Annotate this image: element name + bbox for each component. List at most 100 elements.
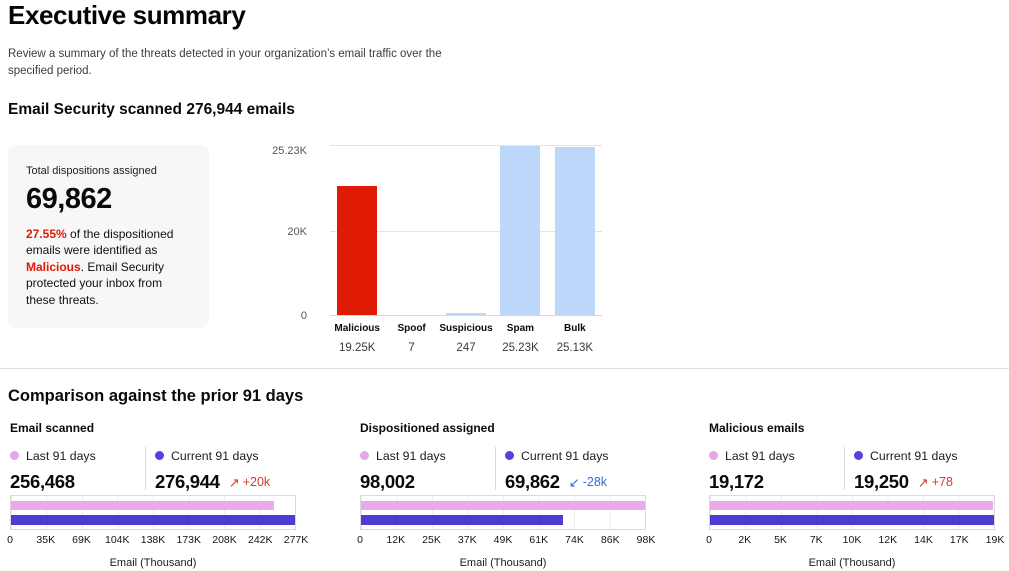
panel-x-axis-title: Email (Thousand) bbox=[459, 557, 547, 569]
axis-tick-label: 0 bbox=[357, 534, 363, 546]
panel-bar-chart bbox=[709, 495, 995, 530]
trend-up-arrow-icon: ↗ bbox=[917, 474, 929, 490]
category-label: Suspicious bbox=[439, 323, 493, 334]
panel-title: Email scanned bbox=[10, 421, 95, 435]
axis-tick-label: 74K bbox=[565, 534, 584, 546]
dispositions-chart-plot bbox=[330, 145, 602, 316]
last-legend-dot-icon bbox=[709, 451, 718, 460]
last-legend-label: Last 91 days bbox=[376, 448, 446, 463]
malicious-word: Malicious bbox=[26, 259, 81, 274]
axis-tick-label: 35K bbox=[36, 534, 56, 546]
axis-tick-label: 2K bbox=[738, 534, 752, 546]
delta-value: +78 bbox=[931, 475, 953, 489]
legend-divider bbox=[495, 447, 496, 490]
last-period-value: 19,172 bbox=[709, 471, 764, 492]
last-period-value: 98,002 bbox=[360, 471, 415, 492]
malicious-bar bbox=[337, 186, 378, 315]
bar-value-label: 7 bbox=[408, 342, 415, 354]
current-legend-label: Current 91 days bbox=[521, 448, 609, 463]
last-period-column: Last 91 days 98,002 bbox=[360, 448, 446, 493]
scanned-heading: Email Security scanned 276,944 emails bbox=[8, 101, 295, 118]
current-period-column: Current 91 days 69,862 ↙ -28k bbox=[505, 448, 609, 493]
category-label: Bulk bbox=[563, 323, 586, 334]
last-period-bar bbox=[11, 500, 274, 510]
card-description-rest: . Email Security protected your inbox fr… bbox=[26, 259, 165, 307]
axis-tick-label: 242K bbox=[247, 534, 273, 546]
card-description-text: of the dispositioned emails were identif… bbox=[26, 227, 174, 258]
bar-value-label: 25.23K bbox=[502, 342, 539, 354]
panel-x-axis: 0 12K 25K 37K 49K 61K 74K 86K 98K bbox=[357, 534, 655, 546]
axis-tick-label: 69K bbox=[72, 534, 91, 546]
bar-column-spoof bbox=[384, 146, 438, 315]
card-label: Total dispositions assigned bbox=[26, 165, 157, 177]
delta-badge: ↗ +78 bbox=[918, 475, 953, 489]
suspicious-bar bbox=[446, 313, 487, 315]
current-period-bar bbox=[361, 515, 564, 525]
delta-badge: ↙ -28k bbox=[569, 475, 607, 489]
last-legend-dot-icon bbox=[10, 451, 19, 460]
axis-tick-label: 49K bbox=[493, 534, 513, 546]
axis-tick-label: 7K bbox=[809, 534, 823, 546]
current-period-value: 19,250 bbox=[854, 471, 909, 492]
axis-tick-label: 12K bbox=[878, 534, 898, 546]
gridline-20k bbox=[330, 230, 602, 232]
last-period-bar bbox=[710, 500, 993, 510]
current-period-value: 276,944 bbox=[155, 471, 220, 492]
current-period-value: 69,862 bbox=[505, 471, 560, 492]
axis-tick-label: 17K bbox=[949, 534, 969, 546]
current-legend-label: Current 91 days bbox=[870, 448, 958, 463]
axis-tick-label: 138K bbox=[140, 534, 166, 546]
current-period-column: Current 91 days 276,944 ↗ +20k bbox=[155, 448, 270, 493]
current-legend-dot-icon bbox=[155, 451, 164, 460]
y-axis-label: 25.23K bbox=[272, 145, 307, 157]
last-legend-label: Last 91 days bbox=[26, 448, 96, 463]
section-divider bbox=[0, 368, 1009, 369]
last-legend-label: Last 91 days bbox=[725, 448, 795, 463]
comparison-panel-malicious: Malicious emails Last 91 days 19,172 Cur… bbox=[706, 421, 1004, 571]
bar-column-bulk bbox=[548, 146, 602, 315]
last-period-column: Last 91 days 256,468 bbox=[10, 448, 96, 493]
current-period-bar bbox=[11, 515, 295, 525]
page-subtitle: Review a summary of the threats detected… bbox=[8, 48, 442, 77]
comparison-heading: Comparison against the prior 91 days bbox=[8, 387, 304, 405]
last-period-column: Last 91 days 19,172 bbox=[709, 448, 795, 493]
category-label: Spam bbox=[506, 323, 535, 334]
bar-column-suspicious bbox=[439, 146, 493, 315]
current-legend-dot-icon bbox=[854, 451, 863, 460]
bar-column-malicious bbox=[330, 146, 384, 315]
bar-value-label: 19.25K bbox=[338, 342, 376, 354]
panel-bar-chart bbox=[10, 495, 296, 530]
y-axis-label: 0 bbox=[300, 310, 307, 322]
axis-tick-label: 10K bbox=[842, 534, 862, 546]
bar-value-label: 247 bbox=[456, 342, 476, 354]
panel-title: Malicious emails bbox=[709, 421, 805, 435]
axis-tick-label: 61K bbox=[529, 534, 549, 546]
axis-tick-label: 208K bbox=[212, 534, 237, 546]
axis-tick-label: 173K bbox=[176, 534, 202, 546]
dispositions-category-row: Malicious Spoof Suspicious Spam Bulk bbox=[330, 323, 602, 334]
axis-tick-label: 86K bbox=[600, 534, 620, 546]
legend-divider bbox=[844, 447, 845, 490]
delta-value: -28k bbox=[582, 475, 608, 489]
axis-tick-label: 19K bbox=[985, 534, 1005, 546]
delta-badge: ↗ +20k bbox=[229, 475, 270, 489]
page-title: Executive summary bbox=[8, 0, 246, 30]
current-period-column: Current 91 days 19,250 ↗ +78 bbox=[854, 448, 958, 493]
axis-tick-label: 25K bbox=[422, 534, 441, 546]
panel-x-axis-title: Email (Thousand) bbox=[109, 557, 197, 569]
trend-up-arrow-icon: ↗ bbox=[228, 474, 240, 490]
last-legend-dot-icon bbox=[360, 451, 369, 460]
axis-tick-label: 0 bbox=[706, 534, 712, 546]
dispositions-bars bbox=[330, 146, 602, 315]
panel-bar-chart bbox=[360, 495, 646, 530]
trend-down-arrow-icon: ↙ bbox=[568, 474, 580, 490]
comparison-panel-dispositioned: Dispositioned assigned Last 91 days 98,0… bbox=[357, 421, 655, 571]
bar-value-label: 25.13K bbox=[556, 342, 594, 354]
malicious-percent: 27.55% bbox=[26, 227, 67, 241]
current-period-bar bbox=[710, 515, 994, 525]
axis-tick-label: 0 bbox=[7, 534, 13, 546]
panel-x-axis-title: Email (Thousand) bbox=[808, 557, 896, 569]
axis-tick-label: 98K bbox=[636, 534, 656, 546]
axis-tick-label: 5K bbox=[774, 534, 787, 546]
